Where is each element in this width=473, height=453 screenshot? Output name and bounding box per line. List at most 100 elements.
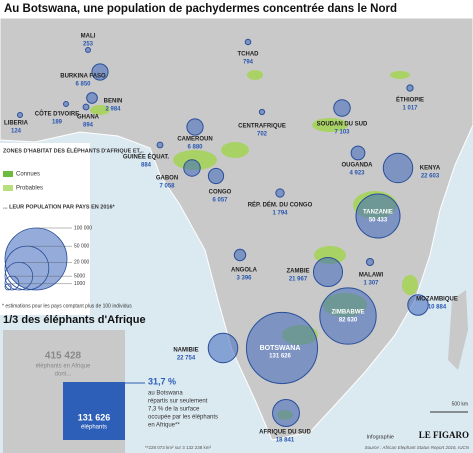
country-name: MALI bbox=[81, 34, 96, 40]
population-bubble bbox=[63, 101, 69, 107]
country-name: MOZAMBIQUE bbox=[416, 297, 458, 303]
country-name: ZAMBIE bbox=[287, 269, 310, 275]
share-line: au Botswana bbox=[148, 391, 183, 397]
country-population: 7 103 bbox=[334, 130, 350, 136]
scale-label: 500 km bbox=[452, 401, 468, 407]
country-population: 189 bbox=[52, 120, 63, 126]
country-population: 702 bbox=[257, 132, 268, 138]
country-population: 7 058 bbox=[159, 184, 175, 190]
country-population: 6 850 bbox=[75, 82, 91, 88]
country-population: 3 396 bbox=[236, 276, 252, 282]
total-more: dont... bbox=[55, 372, 72, 378]
country-name: BENIN bbox=[104, 99, 123, 105]
share-line: en Afrique** bbox=[148, 423, 180, 429]
total: 415 428 bbox=[45, 351, 82, 362]
country-population: 884 bbox=[141, 163, 152, 169]
size-label: 50 000 bbox=[74, 243, 90, 249]
country-name: MALAWI bbox=[359, 273, 384, 279]
legend-known: Connues bbox=[16, 172, 40, 178]
botswana-total: 131 626 bbox=[78, 412, 111, 422]
country-name: RÉP. DÉM. DU CONGO bbox=[248, 201, 313, 209]
size-label: 100 000 bbox=[74, 225, 92, 231]
country-population: 6 057 bbox=[212, 198, 228, 204]
country-name: ÉTHIOPIE bbox=[396, 96, 424, 104]
population-bubble bbox=[82, 103, 90, 111]
country-name: TCHAD bbox=[238, 52, 260, 58]
share-line: 7,3 % de la surface bbox=[148, 407, 200, 413]
population-bubble bbox=[183, 159, 201, 177]
country-name: GUINÉE ÉQUAT. bbox=[123, 153, 170, 161]
country-name: GABON bbox=[156, 176, 178, 182]
population-bubble bbox=[382, 152, 414, 184]
title: Au Botswana, une population de pachyderm… bbox=[4, 3, 397, 15]
country-population: 124 bbox=[11, 129, 22, 135]
country-name: CENTRAFRIQUE bbox=[238, 124, 286, 130]
country-name: NAMIBIE bbox=[173, 348, 198, 354]
country-name: OUGANDA bbox=[342, 163, 374, 169]
country-population: 6 880 bbox=[187, 145, 203, 151]
country-name: CONGO bbox=[209, 190, 232, 196]
country-name: CAMEROUN bbox=[177, 137, 212, 143]
share-line: répartis sur seulement bbox=[148, 399, 208, 405]
title-band bbox=[0, 0, 473, 18]
population-bubble bbox=[86, 92, 98, 104]
country-name: ANGOLA bbox=[231, 268, 258, 274]
population-bubble bbox=[355, 193, 401, 239]
brand: LE FIGARO bbox=[419, 430, 469, 440]
population-bubble bbox=[350, 145, 366, 161]
population-bubble bbox=[275, 188, 285, 198]
country-population: 794 bbox=[243, 60, 254, 66]
population-bubble bbox=[186, 118, 204, 136]
country-population: 1 307 bbox=[363, 281, 379, 287]
population-bubble bbox=[207, 167, 225, 185]
population-bubble bbox=[319, 287, 377, 345]
summary-title: 1/3 des éléphants d'Afrique bbox=[3, 314, 146, 326]
share-line: occupée par les éléphants bbox=[148, 415, 218, 421]
botswana-text: éléphants bbox=[81, 425, 107, 431]
country-population: 894 bbox=[83, 123, 94, 129]
summary-footnote: **228 073 km² sur 3 132 238 km² bbox=[145, 445, 212, 450]
country-population: 50 433 bbox=[369, 218, 388, 224]
population-bubble bbox=[365, 257, 375, 267]
population-bubble bbox=[91, 63, 109, 81]
country-name: CÔTE D'IVOIRE bbox=[35, 110, 79, 118]
country-name: TANZANIE bbox=[363, 210, 393, 216]
population-bubble bbox=[245, 311, 319, 385]
population-bubble bbox=[258, 108, 266, 116]
country-population: 131 626 bbox=[269, 354, 291, 360]
country-name: SOUDAN DU SUD bbox=[317, 122, 368, 128]
population-bubble bbox=[312, 256, 344, 288]
size-label: 20 000 bbox=[74, 260, 90, 266]
population-bubble bbox=[272, 399, 300, 427]
country-population: 22 603 bbox=[421, 174, 440, 180]
population-bubble bbox=[407, 294, 429, 316]
legend-footnote: * estimations pour les pays comptant plu… bbox=[2, 303, 132, 309]
country-name: KENYA bbox=[420, 166, 441, 172]
source: Source : African Elephant Status Report … bbox=[365, 445, 470, 450]
size-label: 1000 bbox=[74, 281, 85, 287]
country-population: 82 630 bbox=[339, 318, 358, 324]
country-name: BOTSWANA bbox=[260, 345, 301, 352]
size-circle bbox=[4, 227, 68, 291]
country-population: 18 841 bbox=[276, 438, 295, 444]
population-bubble bbox=[333, 99, 351, 117]
population-bubble bbox=[17, 112, 23, 118]
country-population: 2 984 bbox=[105, 107, 121, 113]
country-name: GHANA bbox=[77, 115, 100, 121]
population-bubble bbox=[244, 38, 252, 46]
total-text: éléphants en Afrique bbox=[36, 364, 91, 370]
country-name: AFRIQUE DU SUD bbox=[259, 430, 311, 436]
size-legend: 100 000 50 000 20 000 5000 1000 bbox=[4, 225, 92, 291]
population-bubble bbox=[207, 332, 239, 364]
country-population: 4 923 bbox=[349, 171, 365, 177]
country-population: 21 967 bbox=[289, 277, 308, 283]
madagascar bbox=[448, 290, 468, 370]
credit: Infographie bbox=[366, 434, 394, 440]
probable-swatch bbox=[3, 185, 13, 191]
country-population: 10 884 bbox=[428, 305, 447, 311]
country-markers: MALI 253 BURKINA FASO 6 850 BENIN 2 984 CÔTE D… bbox=[4, 34, 458, 444]
country-population: 253 bbox=[83, 42, 94, 48]
share: 31,7 % bbox=[148, 376, 176, 386]
